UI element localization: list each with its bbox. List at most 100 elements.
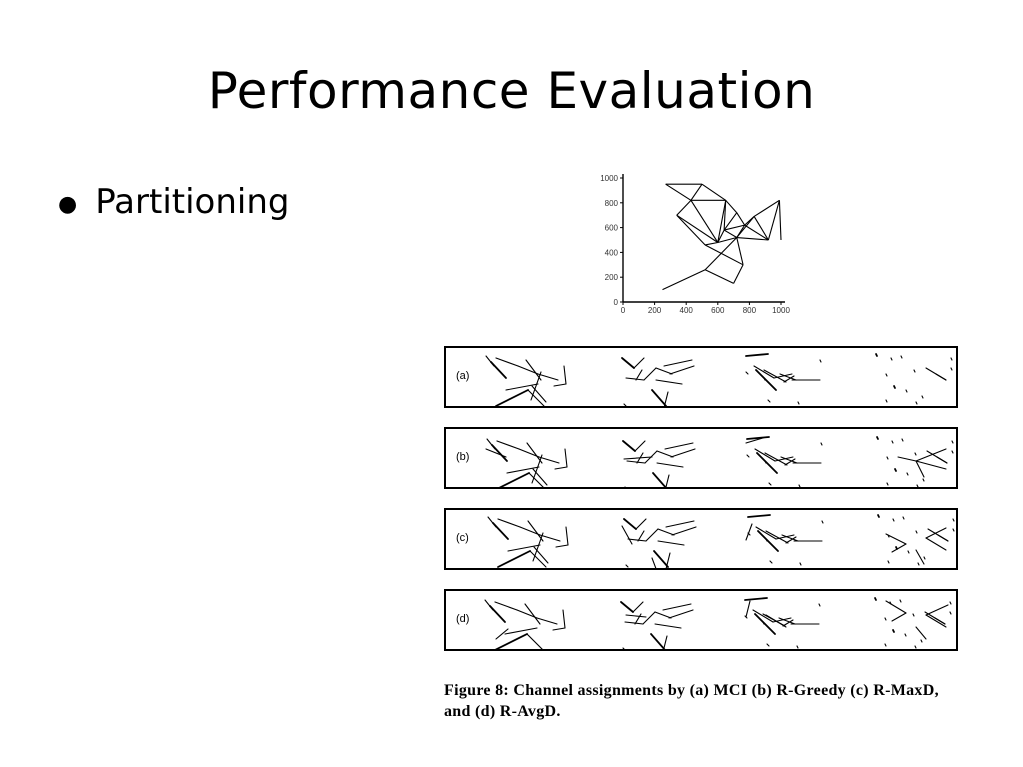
channel-link	[951, 440, 954, 444]
network-link	[704, 269, 734, 284]
channel-link	[621, 357, 635, 369]
channel-link	[487, 516, 497, 528]
channel-link	[774, 456, 794, 462]
channel-link	[923, 556, 926, 560]
channel-link	[745, 436, 767, 444]
channel-link	[891, 612, 907, 622]
channel-link	[657, 528, 675, 536]
y-tick-label: 0	[614, 298, 619, 307]
channel-link	[562, 609, 566, 629]
network-link	[723, 229, 738, 238]
channel-link	[565, 526, 569, 546]
channel-link	[532, 468, 548, 486]
channel-link	[885, 600, 907, 614]
channel-group-3	[746, 436, 823, 487]
channel-link	[656, 462, 684, 468]
channel-link	[627, 538, 647, 542]
network-link	[733, 264, 744, 284]
channel-link	[622, 440, 636, 452]
channel-link	[912, 613, 915, 617]
channel-link	[507, 544, 541, 552]
channel-link	[782, 619, 794, 627]
channel-link	[915, 549, 925, 565]
channel-link	[915, 401, 918, 405]
channel-link	[537, 373, 559, 381]
topology-axes	[622, 174, 785, 303]
panel-label-b: (b)	[456, 451, 470, 463]
channel-link	[765, 538, 768, 542]
channel-link	[905, 389, 908, 393]
channel-link	[757, 530, 779, 552]
channel-link	[917, 562, 920, 566]
channel-link	[915, 460, 925, 478]
channel-link	[754, 448, 776, 462]
channel-link	[886, 456, 889, 460]
channel-link	[634, 440, 646, 452]
network-link	[753, 199, 780, 217]
network-link	[778, 200, 782, 241]
channel-link	[769, 560, 773, 564]
channel-link	[907, 550, 910, 554]
channel-group-2	[620, 601, 694, 649]
network-link	[723, 200, 727, 231]
channel-link	[901, 438, 904, 442]
channel-link	[663, 391, 669, 406]
channel-link	[553, 383, 567, 387]
channel-link	[922, 478, 925, 482]
channel-link	[915, 626, 927, 640]
channel-link	[671, 526, 697, 536]
channel-link	[796, 645, 799, 649]
channel-panel-b: (b)	[444, 427, 958, 489]
channel-link	[635, 518, 647, 530]
channel-link	[745, 353, 769, 357]
network-link	[676, 214, 706, 246]
channel-link	[533, 546, 549, 564]
channel-link	[634, 613, 642, 625]
channel-link	[885, 399, 888, 403]
channel-link	[539, 534, 561, 542]
channel-extra-links	[485, 436, 947, 478]
channel-link	[906, 472, 909, 476]
topology-links	[662, 183, 782, 291]
channel-link	[663, 359, 693, 367]
channel-link	[949, 611, 952, 615]
channel-link	[531, 385, 547, 403]
channel-link	[662, 603, 692, 611]
panel-label-c: (c)	[456, 532, 469, 544]
channel-link	[884, 643, 887, 647]
channel-link	[495, 389, 529, 406]
channel-link	[937, 534, 949, 542]
channel-link	[913, 369, 916, 373]
slide-title: Performance Evaluation	[207, 62, 816, 120]
channel-link	[623, 403, 627, 406]
channel-link	[798, 484, 801, 487]
network-link	[736, 236, 769, 241]
channel-link	[519, 526, 541, 536]
channel-link	[775, 534, 795, 540]
channel-link	[494, 633, 528, 649]
channel-link	[781, 534, 799, 542]
network-link	[665, 183, 692, 201]
channel-link	[952, 528, 955, 532]
channel-link	[642, 611, 656, 625]
channel-link	[625, 614, 647, 618]
channel-link	[506, 466, 540, 474]
channel-link	[632, 601, 644, 613]
bullet-text: Partitioning	[95, 182, 290, 222]
channel-group-2	[623, 518, 697, 568]
channel-link	[925, 614, 947, 628]
channel-link	[763, 377, 766, 381]
channel-link	[936, 456, 948, 464]
channel-group-4	[877, 514, 955, 566]
panel-label-a: (a)	[456, 370, 470, 382]
channel-link	[799, 562, 802, 566]
bullet-dot-icon: ●	[58, 191, 78, 217]
network-link	[723, 224, 745, 231]
channel-link	[920, 639, 923, 643]
channel-link	[890, 357, 893, 361]
channel-link	[670, 448, 696, 458]
y-tick-label: 1000	[600, 174, 618, 183]
network-link	[690, 200, 719, 243]
channel-link	[897, 456, 917, 462]
channel-link	[620, 601, 634, 613]
